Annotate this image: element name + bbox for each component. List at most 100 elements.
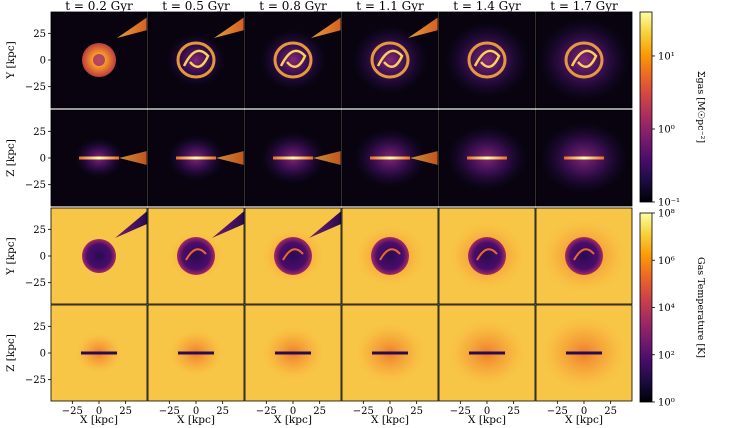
- row-ylabel-1: Z [kpc]: [5, 139, 17, 177]
- panel-frame: [244, 109, 342, 207]
- panel-r3-c0: 25 0 −25 −25 0 25: [25, 304, 148, 417]
- warm-arm: [185, 248, 207, 261]
- column-title-5: t = 1.7 Gyr: [550, 0, 618, 13]
- gas-halo: [538, 18, 630, 102]
- colorbar-tick-label: 10¹: [658, 51, 675, 62]
- panel-frame: [244, 207, 342, 305]
- panel-frame: [341, 109, 439, 207]
- panel-r0-c0: 25 0 −25: [25, 11, 148, 109]
- gas-halo: [166, 33, 226, 87]
- y-tick-label: 0: [40, 349, 46, 360]
- x-tick-label: 0: [484, 406, 490, 417]
- colorbars: 10¹ 10⁰ 10⁻¹ Σgas [M☉pc⁻²] 10⁸ 10⁶ 10⁴ 10² 10⁰ Ga…: [639, 11, 706, 409]
- colorbar-tick-label: 10²: [658, 350, 675, 361]
- x-tick-label: −25: [159, 406, 180, 417]
- panel-frame: [147, 207, 245, 305]
- cold-disk-edge: [469, 351, 505, 355]
- colorbar-gradient: [639, 11, 653, 203]
- column-xlabel-1: X [kpc]: [177, 414, 215, 426]
- cold-disk-edge: [566, 351, 602, 355]
- panel-r2-c1: [147, 207, 245, 305]
- column-xlabel-4: X [kpc]: [468, 414, 506, 426]
- panel-r1-c3: [341, 109, 439, 207]
- spiral-arm: [182, 49, 210, 69]
- y-tick-label: 0: [40, 252, 46, 263]
- colorbar-tick-label: 10⁴: [658, 303, 675, 314]
- gas-disk-edge: [176, 156, 216, 160]
- panel-r2-c2: [244, 207, 342, 305]
- panel-frame: [535, 207, 633, 305]
- panel-frame: [438, 109, 536, 207]
- panel-r1-c4: [438, 109, 536, 207]
- column-title-4: t = 1.4 Gyr: [453, 0, 521, 13]
- x-tick-label: 25: [313, 406, 326, 417]
- x-tick-label: −25: [353, 406, 374, 417]
- panel-frame: [147, 11, 245, 109]
- row-ylabel-0: Y [kpc]: [5, 41, 17, 79]
- inflow-stream: [115, 211, 147, 238]
- panel-frame: [341, 11, 439, 109]
- warm-arm: [573, 248, 595, 261]
- x-tick-label: 25: [507, 406, 520, 417]
- gas-disk-edge: [370, 156, 410, 160]
- colorbar-label: Gas Temperature [K]: [695, 257, 706, 358]
- inflow-stream: [410, 151, 438, 165]
- gas-disk-edge: [564, 156, 604, 160]
- y-tick-label: 25: [33, 322, 46, 333]
- spiral-arm: [570, 49, 598, 69]
- column-xlabel-2: X [kpc]: [274, 414, 312, 426]
- panel-r3-c2: −25 0 25: [244, 304, 342, 417]
- spiral-arm: [279, 49, 307, 69]
- colorbar-tick-label: 10⁻¹: [658, 198, 680, 209]
- axis-labels: t = 0.2 Gyr t = 0.5 Gyr t = 0.8 Gyr t = 1.1…: [5, 0, 618, 426]
- y-tick-label: −25: [25, 180, 46, 191]
- cold-disk-edge: [372, 351, 408, 355]
- colorbar-1: 10⁸ 10⁶ 10⁴ 10² 10⁰ Gas Temperature [K]: [639, 209, 706, 409]
- x-tick-label: 0: [193, 406, 199, 417]
- x-tick-label: −25: [450, 406, 471, 417]
- colorbar-tick-label: 10⁰: [658, 124, 675, 135]
- y-tick-label: −25: [25, 278, 46, 289]
- x-tick-label: 0: [581, 406, 587, 417]
- y-tick-label: −25: [25, 82, 46, 93]
- gas-disk-edge: [467, 156, 507, 160]
- panel-r0-c5: [535, 11, 633, 109]
- gas-disk-edge: [79, 156, 119, 160]
- panel-r0-c4: [438, 11, 536, 109]
- colorbar-tick-label: 10⁶: [658, 256, 675, 267]
- warm-arm: [282, 248, 304, 261]
- cold-disk: [274, 237, 312, 275]
- cold-disk-edge: [178, 351, 214, 355]
- row-ylabel-2: Y [kpc]: [5, 237, 17, 275]
- panel-frame: [438, 207, 536, 305]
- spiral-arm: [376, 49, 404, 69]
- gas-halo: [445, 21, 529, 99]
- panel-r0-c3: [341, 11, 439, 109]
- inflow-stream: [212, 211, 244, 238]
- panel-frame: [244, 11, 342, 109]
- x-tick-label: 25: [216, 406, 229, 417]
- column-xlabel-3: X [kpc]: [371, 414, 409, 426]
- inflow-stream: [216, 151, 244, 165]
- column-title-3: t = 1.1 Gyr: [356, 0, 424, 13]
- colorbar-tick-label: 10⁸: [658, 209, 675, 220]
- panel-r3-c1: −25 0 25: [147, 304, 245, 417]
- x-tick-label: −25: [62, 406, 83, 417]
- panel-r2-c3: [341, 207, 439, 305]
- panel-grid: 25 0 −25 25 0 −25 25 0 −25 25 0 −25 −25 0 25 −25 0 25 −25 0…: [25, 11, 633, 417]
- panel-r3-c3: −25 0 25: [341, 304, 439, 417]
- x-tick-label: 25: [119, 406, 132, 417]
- y-tick-label: 25: [33, 225, 46, 236]
- panel-r3-c5: −25 0 25: [535, 304, 633, 417]
- panel-r1-c5: [535, 109, 633, 207]
- gas-halo: [259, 29, 327, 91]
- panel-frame: [438, 11, 536, 109]
- colorbar-gradient: [639, 212, 653, 403]
- y-tick-label: 25: [33, 29, 46, 40]
- spiral-arm: [467, 41, 507, 79]
- panel-r1-c2: [244, 109, 342, 207]
- panel-frame: [535, 11, 633, 109]
- cold-disk-edge: [81, 351, 117, 355]
- colorbar-tick-label: 10⁰: [658, 398, 675, 409]
